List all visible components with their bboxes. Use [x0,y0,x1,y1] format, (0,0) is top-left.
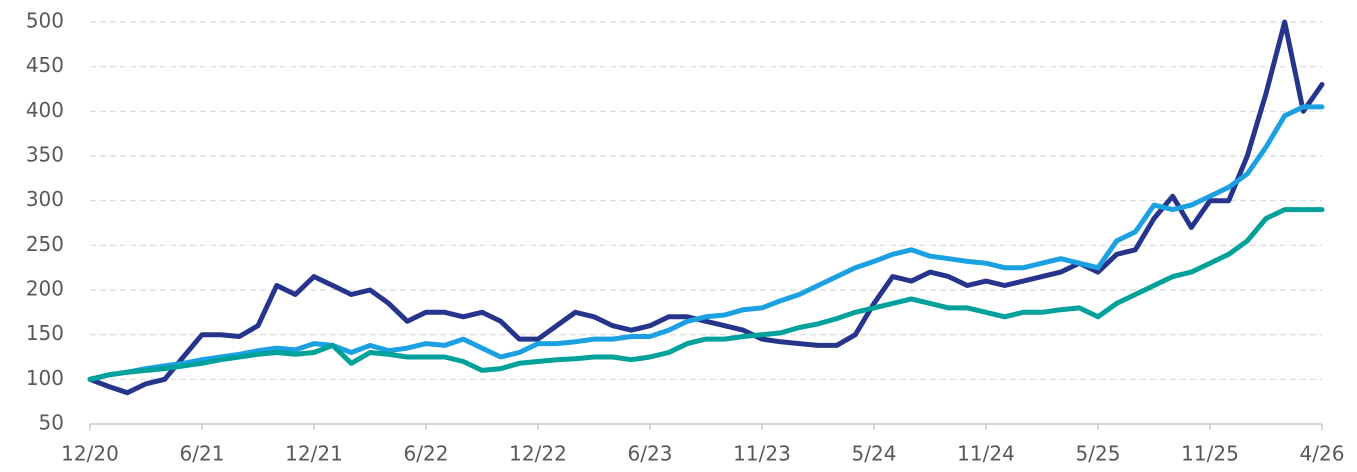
y-tick-label: 200 [26,277,64,301]
y-tick-label: 450 [26,53,64,77]
x-tick-label: 12/22 [509,442,567,466]
x-tick-label: 11/23 [733,442,791,466]
x-tick-label: 11/24 [957,442,1015,466]
x-tick-label: 5/24 [852,442,897,466]
y-tick-label: 150 [26,321,64,345]
x-tick-label: 6/23 [628,442,673,466]
x-tick-label: 5/25 [1076,442,1121,466]
x-tick-label: 12/20 [61,442,119,466]
series-line [87,104,1325,382]
series-line [87,207,1325,382]
x-tick-label: 12/21 [285,442,343,466]
y-tick-label: 500 [26,9,64,33]
x-tick-label: 4/26 [1300,442,1345,466]
y-tick-label: 350 [26,143,64,167]
x-tick-label: 6/22 [404,442,449,466]
y-tick-label: 100 [26,366,64,390]
x-tick-label: 11/25 [1181,442,1239,466]
y-tick-label: 250 [26,232,64,256]
y-tick-label: 400 [26,98,64,122]
series-line [87,19,1325,396]
y-tick-label: 300 [26,187,64,211]
y-tick-label: 50 [39,411,64,435]
x-tick-label: 6/21 [180,442,225,466]
